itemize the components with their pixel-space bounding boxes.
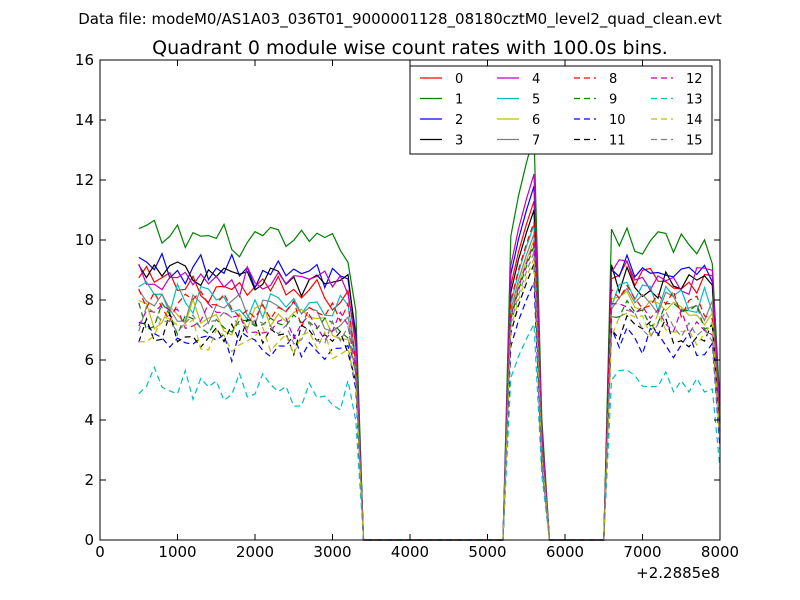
y-tick-label: 4 <box>84 411 94 429</box>
axes-layer: 0 1000 2000 3000 4000 5000 6000 7000 80000246810… <box>75 51 739 561</box>
x-tick-label: 5000 <box>468 543 506 561</box>
y-tick-label: 16 <box>75 51 94 69</box>
legend-label-4: 4 <box>532 72 540 87</box>
legend-label-7: 7 <box>532 134 540 149</box>
x-tick-label: 4000 <box>391 543 429 561</box>
y-tick-label: 6 <box>84 351 94 369</box>
x-tick-label: 1000 <box>158 543 196 561</box>
legend-label-3: 3 <box>455 134 463 149</box>
y-tick-label: 0 <box>84 531 94 549</box>
series-line-14 <box>138 257 721 541</box>
x-tick-label: 6000 <box>546 543 584 561</box>
y-tick-label: 8 <box>84 291 94 309</box>
legend-label-14: 14 <box>686 113 703 128</box>
legend-label-1: 1 <box>455 93 463 108</box>
legend-label-12: 12 <box>686 72 703 87</box>
legend-label-9: 9 <box>609 93 617 108</box>
legend-label-11: 11 <box>609 134 626 149</box>
legend-label-10: 10 <box>609 113 626 128</box>
y-tick-label: 14 <box>75 111 94 129</box>
x-offset-label: +2.2885e8 <box>636 564 720 582</box>
x-tick-label: 8000 <box>701 543 739 561</box>
legend-label-5: 5 <box>532 93 540 108</box>
legend-label-13: 13 <box>686 93 703 108</box>
figure-suptitle: Data file: modeM0/AS1A03_036T01_90000011… <box>78 10 722 29</box>
x-tick-label: 2000 <box>236 543 274 561</box>
legend-label-2: 2 <box>455 113 463 128</box>
y-tick-label: 10 <box>75 231 94 249</box>
legend-label-6: 6 <box>532 113 540 128</box>
legend-label-0: 0 <box>455 72 463 87</box>
legend-label-8: 8 <box>609 72 617 87</box>
legend-label-15: 15 <box>686 134 703 149</box>
series-line-12 <box>138 242 721 541</box>
y-tick-label: 12 <box>75 171 94 189</box>
chart-title: Quadrant 0 module wise count rates with … <box>152 37 668 59</box>
y-tick-label: 2 <box>84 471 94 489</box>
x-tick-label: 0 <box>95 543 105 561</box>
x-tick-label: 7000 <box>623 543 661 561</box>
x-tick-label: 3000 <box>313 543 351 561</box>
